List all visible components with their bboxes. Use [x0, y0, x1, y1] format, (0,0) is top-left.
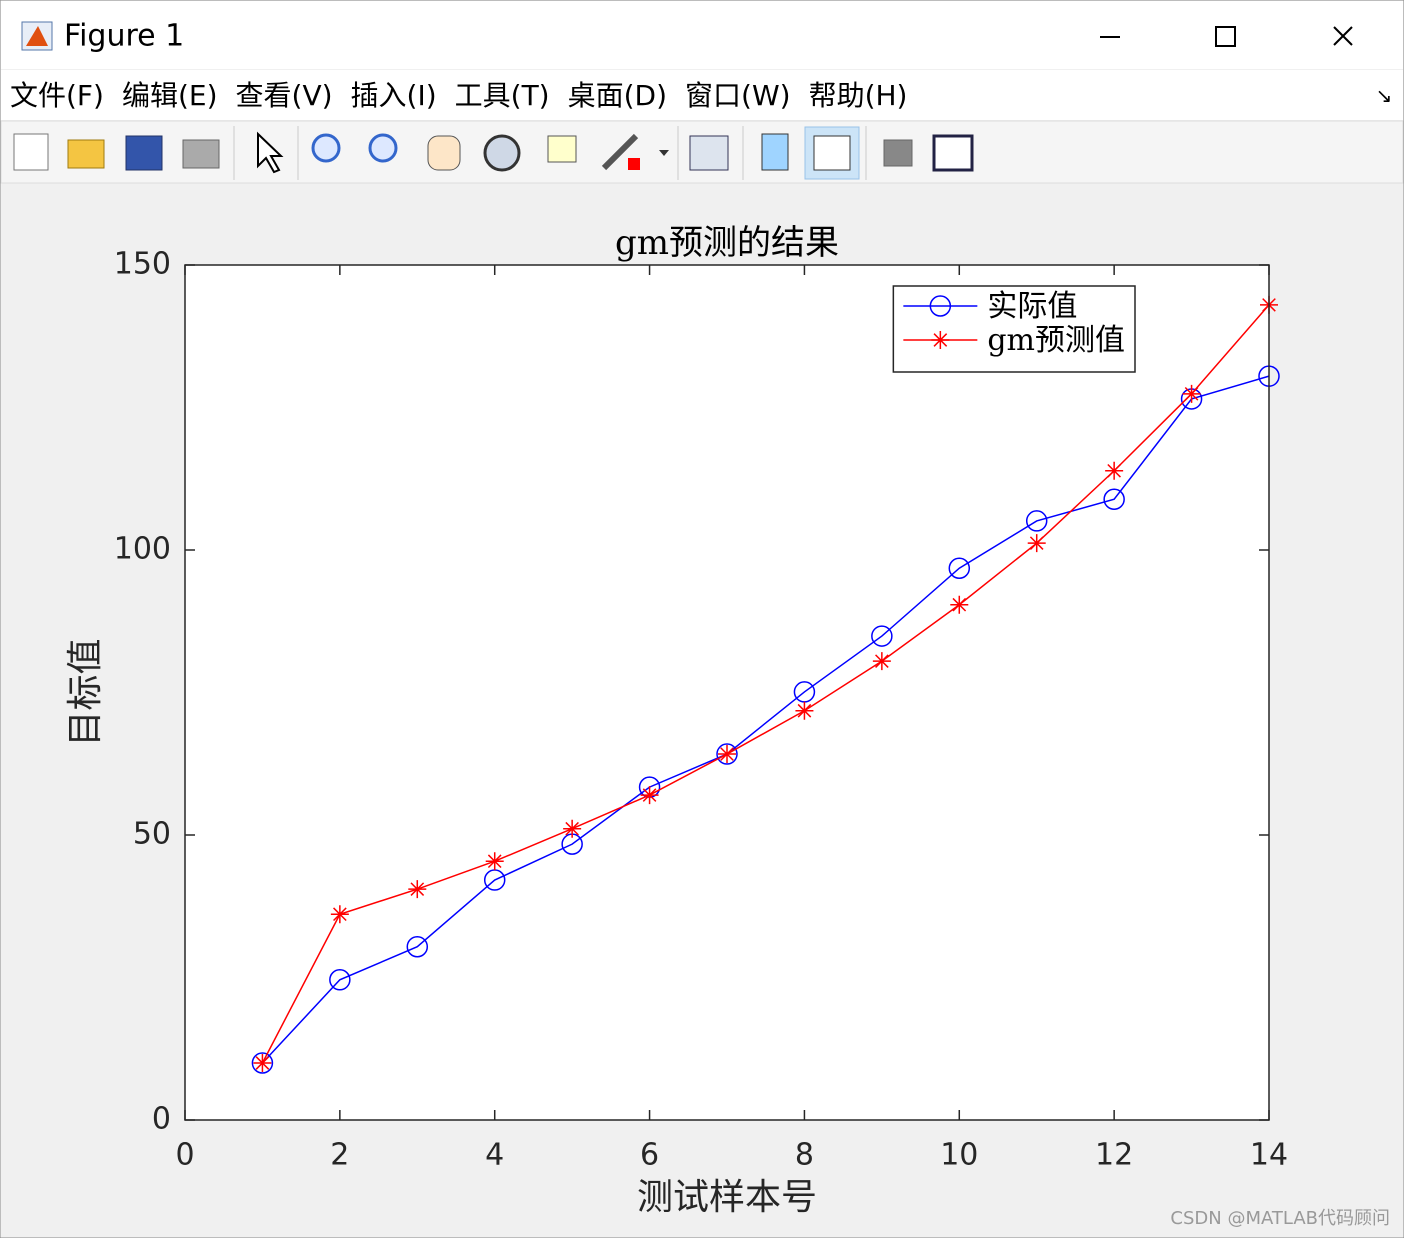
- hide-plot-tools-icon[interactable]: [883, 139, 913, 167]
- menu-item[interactable]: 桌面(D): [568, 79, 667, 112]
- pan-icon[interactable]: [427, 135, 461, 171]
- data-point: [1182, 384, 1201, 403]
- x-tick-label: 14: [1250, 1138, 1288, 1173]
- menu-items: 文件(F) 编辑(E) 查看(V) 插入(I) 工具(T) 桌面(D) 窗口(W) 帮助(H): [10, 79, 907, 112]
- y-tick-label: 50: [133, 817, 171, 852]
- datatip-icon[interactable]: [547, 135, 577, 163]
- data-point: [640, 786, 659, 805]
- pointer-icon[interactable]: [257, 131, 284, 174]
- data-point: [408, 880, 427, 899]
- close-button[interactable]: [1333, 26, 1353, 46]
- window-title: Figure 1: [64, 19, 184, 54]
- data-point: [406, 935, 429, 958]
- data-point: [716, 743, 738, 765]
- data-point: [485, 852, 504, 871]
- data-point: [251, 1052, 274, 1074]
- legend-icon[interactable]: [813, 135, 851, 171]
- data-point: [330, 905, 349, 924]
- menu-item[interactable]: 插入(I): [351, 79, 437, 112]
- data-point: [1027, 534, 1046, 553]
- zoom-out-icon[interactable]: [368, 133, 398, 163]
- x-tick-label: 12: [1095, 1138, 1133, 1173]
- plot-area: [185, 265, 1269, 1120]
- colorbar-icon[interactable]: [761, 133, 789, 171]
- chart-title: gm预测的结果: [615, 223, 839, 263]
- app-icon-logo: [26, 26, 48, 46]
- axes-box: [184, 264, 1270, 1121]
- data-point: [329, 969, 351, 991]
- data-point: [563, 819, 582, 838]
- zoom-in-icon[interactable]: [311, 133, 341, 163]
- data-point: [1025, 510, 1048, 532]
- menu-item[interactable]: 编辑(E): [122, 79, 218, 112]
- link-icon[interactable]: [689, 135, 729, 171]
- data-point: [1103, 488, 1125, 511]
- title-bar: [1, 1, 1403, 69]
- toolbar-icons: [13, 126, 974, 180]
- open-icon[interactable]: [67, 139, 105, 169]
- save-icon[interactable]: [125, 135, 163, 171]
- legend-marker: [931, 331, 950, 349]
- y-axis-label: 目标值: [65, 638, 106, 746]
- brush-color: [628, 158, 640, 170]
- y-tick-label: 100: [114, 532, 171, 567]
- menu-item[interactable]: 窗口(W): [685, 79, 791, 112]
- x-tick-label: 0: [175, 1138, 194, 1173]
- brush-icon[interactable]: [601, 133, 639, 171]
- x-tick-label: 8: [795, 1138, 814, 1173]
- data-point: [795, 701, 814, 720]
- menu-item[interactable]: 帮助(H): [809, 79, 908, 112]
- data-point: [253, 1054, 272, 1072]
- print-icon[interactable]: [182, 139, 220, 169]
- menu-dock-arrow[interactable]: ↘: [1376, 84, 1393, 108]
- menu-item[interactable]: 工具(T): [455, 79, 550, 112]
- x-tick-label: 4: [485, 1138, 504, 1173]
- new-figure-icon[interactable]: [13, 133, 49, 171]
- x-tick-label: 2: [330, 1138, 349, 1173]
- legend-label: gm预测值: [987, 323, 1125, 358]
- series-line: [261, 375, 1270, 1064]
- brush-dropdown[interactable]: [659, 150, 669, 156]
- maximize-button[interactable]: [1215, 26, 1236, 47]
- data-point: [948, 557, 971, 579]
- data-point: [950, 595, 969, 614]
- series-line: [261, 304, 1270, 1064]
- x-axis-label: 测试样本号: [637, 1177, 817, 1218]
- y-tick-label: 0: [152, 1102, 171, 1137]
- data-point: [872, 652, 891, 671]
- rotate-icon[interactable]: [483, 134, 521, 172]
- menu-item[interactable]: 文件(F): [10, 79, 104, 112]
- y-tick-label: 150: [114, 247, 171, 282]
- legend-box: [892, 285, 1136, 373]
- legend-marker: [929, 295, 952, 317]
- data-point: [718, 745, 736, 764]
- show-plot-tools-icon[interactable]: [932, 134, 974, 172]
- menu-bar: [1, 70, 1403, 120]
- data-point: [871, 625, 893, 647]
- menu-item[interactable]: 查看(V): [236, 79, 333, 112]
- legend-label: 实际值: [987, 289, 1077, 324]
- x-tick-label: 10: [940, 1138, 978, 1173]
- watermark: CSDN @MATLAB代码顾问: [1170, 1208, 1390, 1229]
- data-point: [1105, 461, 1124, 480]
- x-tick-label: 6: [640, 1138, 659, 1173]
